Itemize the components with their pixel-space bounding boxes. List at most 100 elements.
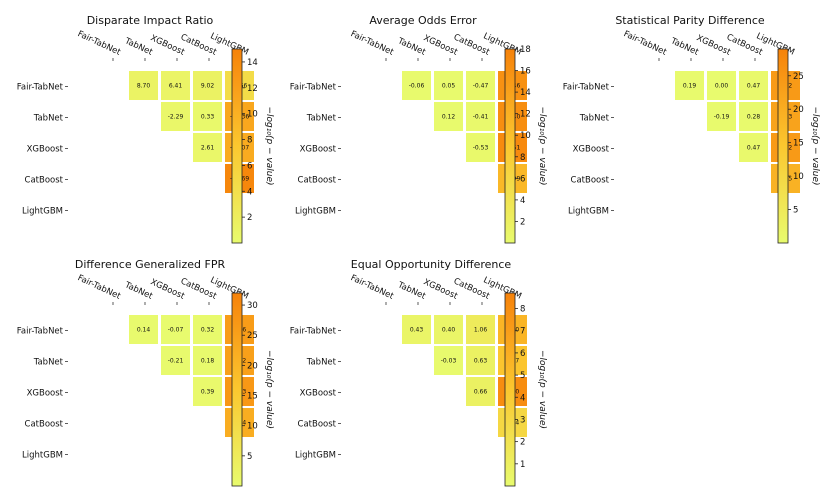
row-label: LightGBM [22,451,63,461]
col-label: Fair-TabNet [622,29,669,58]
col-label: Fair-TabNet [76,29,123,58]
cell-value: 0.33 [201,114,215,121]
colorbar-tick-label: 14 [520,88,531,98]
row-label: Fair-TabNet [17,327,64,337]
heatmap-cell [675,71,704,100]
cell-value: -0.07 [168,327,184,334]
cell-value: 0.40 [442,327,456,334]
heatmap-cell [193,315,222,344]
cell-value: 0.18 [201,358,215,365]
heatmap-cell [193,71,222,100]
col-label: Fair-TabNet [76,273,123,302]
panel-title: Difference Generalized FPR [75,258,226,271]
heatmap-cell [466,346,495,375]
heatmap-cell [434,346,463,375]
colorbar-tick-label: 5 [520,371,525,381]
cell-value: 1.06 [474,327,488,334]
colorbar-tick-label: 10 [247,422,258,432]
colorbar-tick-label: 3 [520,415,525,425]
row-label: XGBoost [27,389,64,399]
panel-title: Average Odds Error [369,14,477,27]
row-label: CatBoost [298,176,337,186]
row-label: TabNet [306,358,337,368]
cell-value: 9.02 [201,83,215,90]
colorbar [777,48,789,244]
cell-value: -0.19 [714,114,730,121]
heatmap-cell [707,102,736,131]
colorbar-tick-label: 7 [520,327,525,337]
row-label: XGBoost [27,145,64,155]
heatmap-panel-5: Equal Opportunity Difference Fair-TabNet T… [290,258,547,487]
panel-title: Statistical Parity Difference [615,14,765,27]
heatmap-cell [161,315,190,344]
cell-value: -0.47 [473,83,489,90]
heatmap-cell [466,377,495,406]
colorbar [504,292,516,487]
row-label: LightGBM [295,207,336,217]
heatmap-cell [193,133,222,162]
row-label: Fair-TabNet [290,327,337,337]
heatmap-cell [707,71,736,100]
cell-value: -0.03 [441,358,457,365]
heatmap-cell [129,315,158,344]
colorbar-tick-label: 8 [247,136,252,146]
colorbar-tick-label: 16 [520,67,531,77]
colorbar [231,48,243,244]
heatmap-cell [161,71,190,100]
colorbar-tick-label: 8 [520,305,525,315]
colorbar-tick-label: 2 [520,438,525,448]
cell-value: 0.14 [137,327,151,334]
cell-value: -0.41 [473,114,489,121]
cell-value: -0.53 [473,145,489,152]
colorbar-tick-label: 2 [247,213,252,223]
cell-value: 0.66 [474,389,488,396]
colorbar-tick-label: 1 [520,460,525,470]
cell-value: 2.61 [201,145,215,152]
colorbar-tick-label: 4 [247,187,252,197]
colorbar-label: −log₁₀(p − value) [264,350,274,429]
heatmap-panel-1: Disparate Impact Ratio Fair-TabNet TabNet X… [17,14,274,244]
heatmap-cell [739,71,768,100]
row-label: LightGBM [22,207,63,217]
row-label: CatBoost [298,420,337,430]
colorbar-tick-label: 15 [793,139,804,149]
cell-value: 0.19 [683,83,697,90]
heatmap-cell [402,315,431,344]
heatmap-cell [193,102,222,131]
colorbar-tick-label: 6 [247,161,252,171]
colorbar [231,292,243,487]
heatmap-cell [434,71,463,100]
colorbar-tick-label: 8 [520,153,525,163]
row-label: TabNet [33,358,64,368]
heatmap-panel-4: Difference Generalized FPR Fair-TabNet Tab… [17,258,274,487]
cell-value: 0.28 [747,114,761,121]
colorbar-tick-label: 18 [520,45,531,55]
heatmap-cell [402,71,431,100]
row-label: TabNet [33,114,64,124]
row-label: XGBoost [300,389,337,399]
colorbar-tick-label: 15 [247,392,258,402]
colorbar-tick-label: 6 [520,349,525,359]
colorbar-tick-label: 14 [247,58,258,68]
heatmap-cell [434,102,463,131]
colorbar-label: −log₁₀(p − value) [537,350,547,429]
cell-value: -0.06 [409,83,425,90]
row-label: LightGBM [295,451,336,461]
colorbar-tick-label: 25 [793,72,804,82]
cell-value: 0.47 [747,145,761,152]
panel-title: Disparate Impact Ratio [87,14,214,27]
colorbar-tick-label: 6 [520,174,525,184]
row-label: XGBoost [300,145,337,155]
heatmap-cell [434,315,463,344]
colorbar-tick-label: 12 [520,110,531,120]
heatmap-cell [193,377,222,406]
col-label: Fair-TabNet [349,273,396,302]
cell-value: 0.05 [442,83,456,90]
row-label: CatBoost [25,420,64,430]
cell-value: 0.43 [410,327,424,334]
colorbar-tick-label: 4 [520,393,525,403]
colorbar-tick-label: 5 [247,452,252,462]
heatmap-cell [161,346,190,375]
cell-value: 0.63 [474,358,488,365]
